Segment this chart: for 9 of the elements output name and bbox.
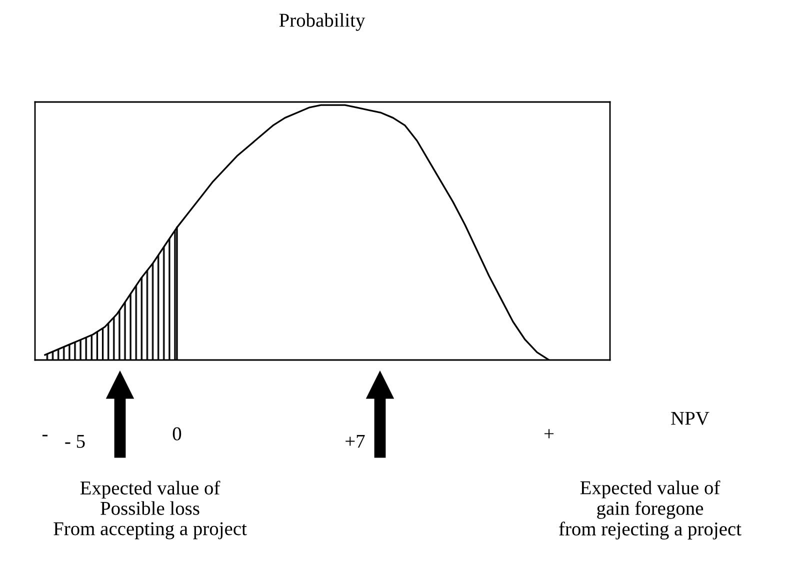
x-tick-label: - <box>42 434 48 436</box>
text: - 5 <box>65 434 85 448</box>
x-tick-label: 0 <box>172 427 182 440</box>
text: NPV <box>671 412 710 425</box>
text: Expected value of Possible loss From accepting a project <box>54 480 247 540</box>
x-tick-label: + <box>544 429 554 438</box>
text: +7 <box>346 434 365 448</box>
text: Expected value of gain foregone from rejecting a project <box>559 480 742 540</box>
y-axis-title: Probability <box>279 13 366 31</box>
